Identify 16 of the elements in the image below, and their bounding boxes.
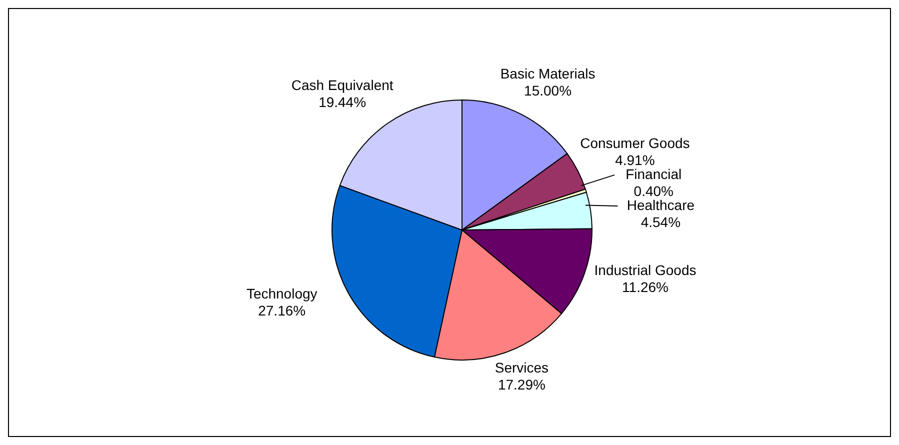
slice-label: Financial: [626, 166, 682, 182]
data-label: 27.16%: [258, 302, 306, 318]
data-label: 4.54%: [640, 214, 681, 230]
slice-label: Services: [494, 359, 549, 376]
slice-label: Healthcare: [626, 196, 695, 213]
data-label: 15.00%: [524, 82, 572, 98]
data-label: 11.26%: [622, 279, 668, 296]
slice-label: Technology: [246, 285, 318, 302]
slice-label: Basic Materials: [500, 65, 596, 82]
slice-label: Industrial Goods: [594, 262, 696, 278]
data-label: 0.40%: [634, 182, 674, 199]
slice-label: Cash Equivalent: [291, 76, 394, 93]
data-label: 17.29%: [498, 376, 546, 392]
data-label: 19.44%: [318, 94, 366, 110]
data-label: 4.91%: [615, 152, 655, 168]
slice-label: Consumer Goods: [580, 134, 690, 151]
